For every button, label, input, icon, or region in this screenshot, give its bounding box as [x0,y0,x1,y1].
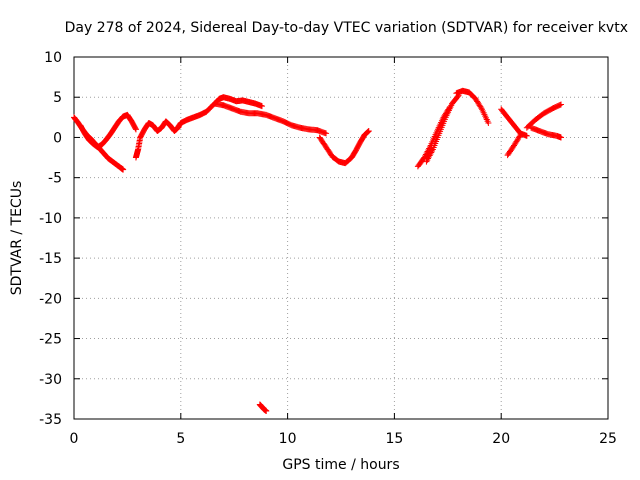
x-axis-label: GPS time / hours [282,457,400,473]
x-tick-label: 5 [176,431,185,447]
data-point [258,103,265,110]
x-tick-label: 25 [599,431,617,447]
x-tick-label: 20 [492,431,510,447]
y-tick-label: 10 [44,50,62,66]
series-group [528,124,565,141]
data-point [517,132,524,139]
series-group [498,106,530,139]
series-group [173,94,265,133]
y-tick-label: -20 [39,291,62,307]
data-point [323,130,330,137]
data-point [523,132,530,139]
data-point [120,166,127,173]
plot-frame [73,56,609,420]
series-group [316,128,372,167]
data-point [132,126,139,133]
x-tick-label: 0 [70,431,79,447]
series-group [523,101,565,131]
y-tick-label: -15 [39,251,62,267]
data-point [556,101,563,108]
tick-labels: 0 5 10 15 20 25 10 5 0 -5 -10 -15 -20 -25 -30 -35 [39,50,617,447]
data-point [365,128,372,135]
y-tick-label: -35 [39,412,62,428]
y-tick-label: -30 [39,372,62,388]
data-point [365,128,372,135]
series-group [132,118,182,161]
x-tick-label: 15 [385,431,403,447]
series-group [453,87,492,126]
series-group [77,111,139,151]
data-point [516,133,523,140]
series-group [256,401,270,414]
data-point [558,134,565,141]
data-point [132,125,139,132]
data-point [558,101,565,108]
chart-title: Day 278 of 2024, Sidereal Day-to-day VTE… [0,20,640,36]
y-tick-label: -25 [39,332,62,348]
data-point [478,104,485,111]
y-tick-label: 5 [53,90,62,106]
series-group [504,132,524,159]
grid [74,57,608,419]
series-group [211,100,330,137]
y-tick-label: -5 [48,171,62,187]
data-points [71,87,565,414]
series-group [423,92,462,165]
y-tick-label: -10 [39,211,62,227]
data-point [263,407,270,414]
axis-ticks [73,56,609,420]
y-axis-label: SDTVAR / TECUs [9,180,25,296]
data-point [364,129,371,136]
x-tick-label: 10 [279,431,297,447]
data-point [485,119,492,126]
chart-title-text: Day 278 of 2024, Sidereal Day-to-day VTE… [64,20,628,36]
y-tick-label: 0 [53,130,62,146]
